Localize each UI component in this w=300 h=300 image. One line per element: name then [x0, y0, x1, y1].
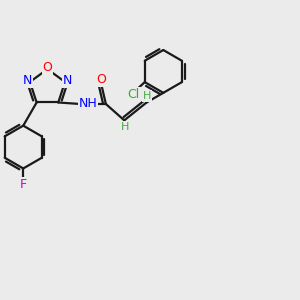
Text: F: F [20, 178, 27, 191]
Text: O: O [96, 73, 106, 86]
Text: N: N [63, 74, 72, 88]
Text: H: H [121, 122, 129, 132]
Text: Cl: Cl [127, 88, 140, 101]
Text: N: N [23, 74, 32, 88]
Text: H: H [143, 91, 151, 101]
Text: NH: NH [79, 98, 98, 110]
Text: O: O [43, 61, 52, 74]
